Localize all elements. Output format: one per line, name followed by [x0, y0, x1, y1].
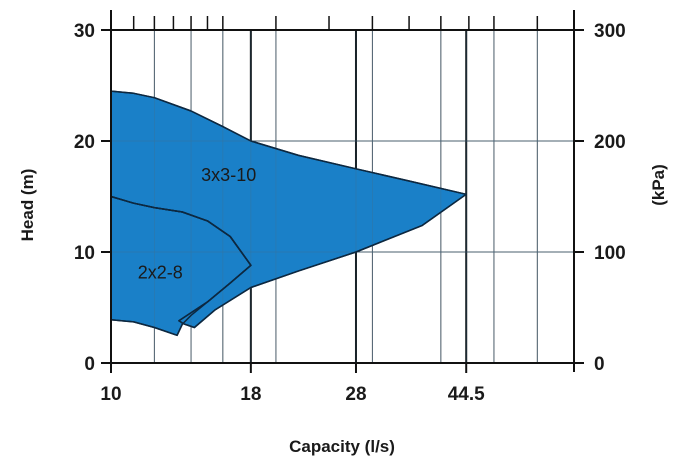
outline-3x3-10	[110, 90, 467, 329]
series-label: 2x2-8	[138, 263, 183, 283]
y-right-tick-label: 300	[594, 21, 626, 42]
y-right-axis-title: (kPa)	[649, 164, 668, 206]
x-tick-label: 44.5	[448, 384, 485, 405]
y-tick-label: 20	[74, 132, 95, 153]
y-tick-label: 30	[74, 21, 95, 42]
y-tick-label: 10	[74, 243, 95, 264]
x-axis-title: Capacity (l/s)	[289, 437, 395, 456]
series-label: 3x3-10	[201, 165, 256, 185]
performance-areas	[110, 30, 574, 363]
y-right-tick-label: 0	[594, 354, 605, 375]
plot-frame	[109, 10, 576, 372]
y-right-tick-label: 100	[594, 243, 626, 264]
y-tick-label: 0	[84, 354, 95, 375]
x-tick-label: 28	[345, 384, 366, 405]
y-axis-title: Head (m)	[18, 169, 37, 242]
x-tick-label: 18	[240, 384, 261, 405]
y-right-tick-label: 200	[594, 132, 626, 153]
ticks	[101, 16, 584, 373]
x-tick-label: 10	[100, 384, 121, 405]
